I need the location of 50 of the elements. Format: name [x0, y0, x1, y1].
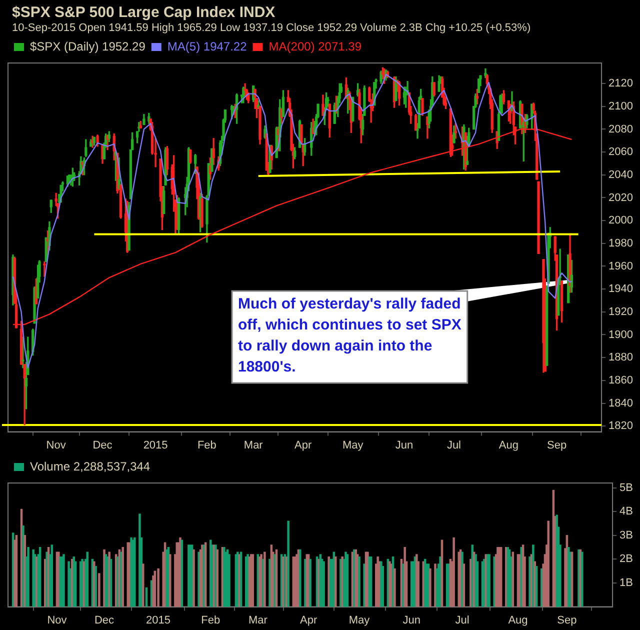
x-tick-label: Aug	[498, 439, 518, 452]
x-tick-label: Jul	[446, 439, 462, 452]
y-tick-label: 3B	[620, 529, 634, 542]
y-tick-label: 2020	[608, 192, 634, 204]
x-tick-label: Feb	[201, 614, 220, 626]
y-tick-label: 1980	[608, 237, 634, 250]
chart-subtitle: 10-Sep-2015 Open 1941.59 High 1965.29 Low 1937.19 Close 1952.29 Volume 2.3B Chg +10.25 (+0.53%)	[12, 21, 532, 35]
y-tick-label: 1940	[608, 283, 634, 296]
y-tick-label: 5B	[620, 482, 634, 494]
y-tick-label: 1B	[620, 577, 634, 590]
x-tick-label: May	[348, 614, 370, 626]
x-tick-label: 2015	[146, 614, 171, 626]
y-tick-label: 1880	[608, 352, 634, 364]
x-tick-label: Jul	[455, 614, 470, 626]
x-tick-label: 2015	[143, 439, 168, 452]
y-tick-label: 1860	[608, 374, 634, 386]
y-tick-label: 1900	[608, 328, 634, 341]
chart-title: $SPX S&P 500 Large Cap Index INDX	[12, 4, 276, 21]
x-tick-label: Dec	[92, 439, 113, 452]
x-tick-label: Mar	[248, 614, 268, 626]
x-tick-label: Sep	[546, 439, 567, 452]
x-tick-label: Jun	[402, 614, 420, 626]
y-tick-label: 1840	[608, 397, 634, 410]
y-tick-label: 2100	[608, 100, 634, 112]
y-tick-label: 2B	[620, 553, 634, 566]
x-tick-label: Nov	[47, 614, 68, 626]
x-tick-label: Aug	[508, 614, 528, 626]
y-tick-label: 1960	[608, 260, 634, 272]
y-tick-label: 2080	[608, 123, 634, 136]
x-tick-label: Feb	[197, 439, 216, 452]
x-tick-label: Jun	[395, 439, 414, 452]
y-tick-label: 4B	[620, 506, 634, 518]
x-tick-label: May	[342, 439, 364, 452]
x-tick-label: Apr	[294, 439, 312, 452]
x-tick-label: Nov	[46, 439, 66, 452]
x-tick-label: Dec	[94, 614, 115, 626]
annotation: Much of yesterday's rally faded off, which continues to set SPX to rally down again into the 18800's.	[238, 296, 462, 376]
legend-label: MA(5) 1947.22	[167, 39, 248, 54]
y-tick-label: 2000	[608, 214, 634, 227]
legend-label: $SPX (Daily) 1952.29	[30, 39, 146, 54]
legend-label: MA(200) 2071.39	[268, 39, 362, 54]
y-tick-label: 2040	[608, 168, 634, 181]
x-tick-label: Sep	[557, 614, 577, 626]
y-tick-label: 1820	[608, 420, 634, 432]
y-tick-label: 2120	[608, 78, 634, 90]
y-tick-label: 2060	[608, 146, 634, 158]
x-tick-label: Apr	[300, 614, 318, 626]
y-tick-label: 1920	[608, 306, 634, 318]
x-tick-label: Mar	[244, 439, 264, 452]
legend-label: Volume 2,288,537,344	[30, 459, 150, 474]
